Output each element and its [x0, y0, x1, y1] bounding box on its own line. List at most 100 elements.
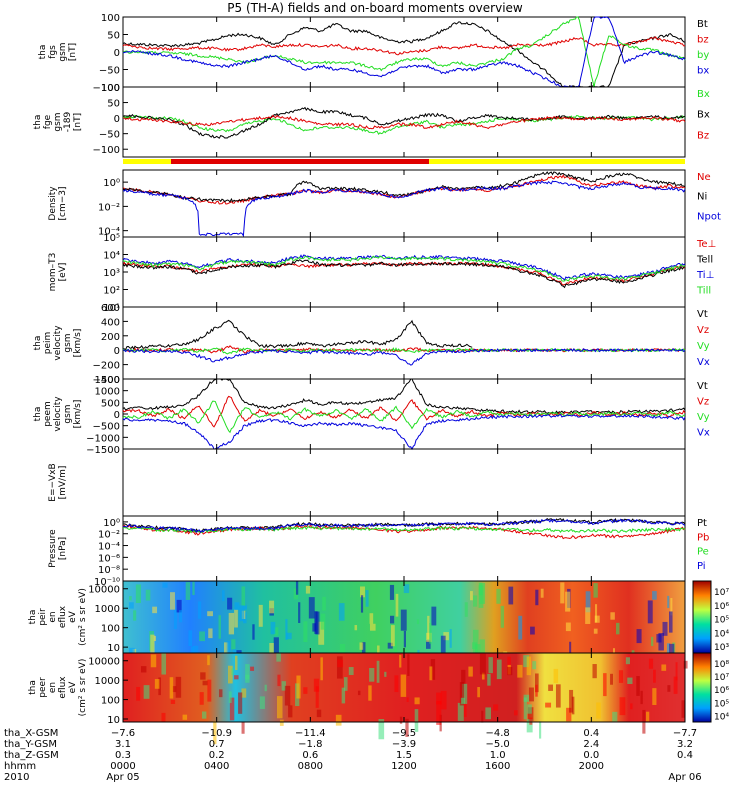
y-tick-label: 600 — [101, 303, 120, 314]
y-axis-label: en — [48, 682, 58, 693]
panel-0 — [122, 16, 686, 88]
colorbar — [692, 580, 712, 654]
legend-entry: Vy — [697, 341, 710, 352]
spectrogram-texture — [553, 668, 559, 684]
spectrogram-texture — [207, 611, 213, 617]
spectrogram-texture — [487, 673, 491, 686]
spectrogram-texture — [459, 682, 464, 706]
spectrogram-texture — [647, 600, 653, 624]
legend-entry: by — [697, 50, 709, 61]
spectrogram-texture — [202, 680, 208, 686]
spectrogram-texture — [571, 696, 575, 715]
legend-entry: Vt — [697, 381, 708, 392]
mode-bar — [123, 159, 685, 164]
spectrogram-texture — [223, 642, 229, 656]
spectrogram-texture — [479, 583, 486, 604]
spectrogram-texture — [416, 619, 420, 625]
spectrogram-texture — [316, 709, 322, 718]
legend-entry: Till — [696, 286, 711, 297]
legend-entry: Vx — [697, 428, 710, 439]
y-axis-label: [nPa] — [58, 537, 68, 560]
y-axis-label: E=−VxB — [48, 463, 58, 501]
spectrogram-texture — [667, 595, 670, 609]
series-line-Ne — [122, 174, 686, 205]
spectrogram-texture — [207, 655, 210, 666]
series-line-Pi — [122, 518, 686, 534]
spectrogram-texture — [387, 642, 393, 649]
spectrogram-texture — [185, 582, 191, 600]
spectrogram-texture — [322, 596, 326, 611]
figure-title: P5 (TH-A) fields and on-board moments ov… — [227, 1, 523, 15]
colorbar-tick-label: 10⁶ — [714, 686, 729, 696]
y-tick-label: 0 — [114, 48, 120, 59]
series-line-Vz — [122, 345, 686, 354]
spectrogram-texture — [369, 613, 374, 624]
spectrogram-texture — [403, 630, 406, 648]
spectrogram-texture — [406, 697, 409, 702]
series-line-Vz — [122, 395, 686, 428]
spectrogram-texture — [354, 625, 358, 631]
spectrogram-texture — [507, 667, 513, 676]
spectrogram-texture — [394, 675, 399, 693]
spectrogram-texture — [228, 691, 232, 703]
spectrogram-texture — [440, 635, 446, 653]
spectrogram-texture — [133, 610, 137, 621]
spectrogram-texture — [527, 707, 534, 721]
y-axis-label: [eV] — [58, 263, 68, 282]
spectrogram-texture — [200, 672, 206, 680]
legend-entry: bx — [697, 66, 709, 77]
spectrogram-texture — [245, 664, 250, 683]
legend-entry: Vt — [697, 309, 708, 320]
y-tick-label: 10⁻⁸ — [98, 565, 120, 576]
panel-4 — [122, 306, 686, 380]
time-axis-value: −1.8 — [298, 739, 322, 750]
time-axis-value: −5.0 — [486, 739, 510, 750]
spectrogram-texture — [394, 640, 398, 659]
series-line-bz — [122, 36, 686, 56]
y-tick-label: 10⁻¹⁰ — [94, 577, 120, 588]
spectrogram-texture — [241, 688, 247, 698]
series-line-Vx — [122, 413, 686, 451]
spectrogram-texture — [360, 595, 364, 613]
y-tick-label: 10³ — [103, 268, 120, 279]
time-axis-value: 0.4 — [677, 750, 693, 761]
legend-entry: Te⊥ — [696, 239, 716, 250]
spectrogram-texture — [315, 686, 319, 708]
spectrogram-texture — [640, 690, 643, 705]
y-tick-label: 500 — [101, 398, 120, 409]
time-axis-row-label: tha_Z-GSM — [4, 750, 59, 761]
spectrogram-texture — [651, 636, 654, 647]
spectrogram-texture — [616, 622, 620, 635]
mode-bar-fast — [171, 159, 429, 164]
spectrogram-texture — [481, 672, 485, 680]
spectrogram-texture — [603, 673, 607, 697]
y-axis-label: tha — [33, 407, 43, 422]
y-tick-label: 10⁴ — [103, 251, 120, 262]
spectrogram-texture — [135, 584, 141, 604]
spectrogram-texture — [496, 588, 501, 604]
spectrogram-texture — [625, 657, 631, 665]
spectrogram-texture — [169, 677, 174, 699]
spectrogram-texture — [176, 599, 182, 613]
spectrogram-texture — [618, 670, 624, 683]
spectrogram-texture — [145, 589, 151, 601]
series-line-Te⊥ — [122, 261, 686, 286]
spectrogram-texture — [274, 627, 279, 636]
y-tick-label: 10⁻⁴ — [98, 227, 120, 238]
spectrogram-texture — [585, 591, 591, 613]
spectrogram-texture — [315, 611, 320, 635]
spectrogram-texture — [228, 612, 235, 635]
time-axis-value: 0800 — [298, 761, 323, 772]
spectrogram-texture — [150, 654, 157, 668]
spectrogram-texture — [234, 602, 240, 611]
panel-2 — [122, 169, 686, 238]
spectrogram-texture — [337, 659, 344, 668]
spectrogram-texture — [338, 603, 345, 621]
y-tick-label: 10⁻² — [98, 530, 120, 541]
legend-entry: Tell — [696, 255, 713, 266]
legend-entry: bz — [697, 35, 709, 46]
y-tick-label: −50 — [99, 66, 120, 77]
y-tick-label: 0 — [114, 410, 120, 421]
colorbar-tick-label: 10³ — [714, 643, 729, 653]
